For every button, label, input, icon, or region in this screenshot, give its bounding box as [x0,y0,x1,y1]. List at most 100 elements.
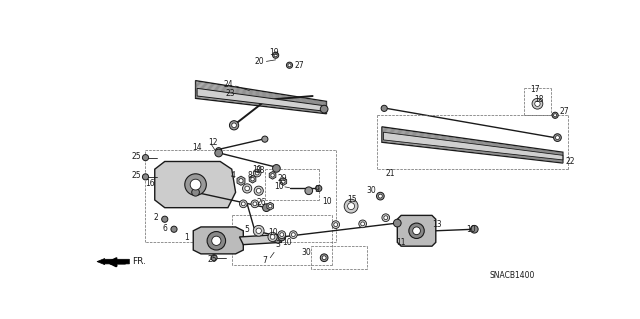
Circle shape [185,174,206,195]
Circle shape [230,121,239,130]
Circle shape [413,227,420,235]
Circle shape [320,254,328,262]
Text: 10: 10 [253,165,262,174]
Circle shape [216,148,221,154]
Circle shape [253,169,261,177]
Polygon shape [193,227,243,254]
Polygon shape [237,176,245,185]
Polygon shape [383,132,563,160]
Text: 2: 2 [154,213,159,222]
Text: 27: 27 [295,61,305,70]
Circle shape [288,64,291,67]
Circle shape [255,171,259,175]
Circle shape [232,123,236,128]
Text: 29: 29 [278,174,287,183]
Circle shape [278,233,285,241]
Text: 28: 28 [255,166,265,175]
Text: 23: 23 [226,89,236,98]
Circle shape [273,165,280,172]
Polygon shape [280,178,287,185]
Polygon shape [382,127,563,163]
Text: FR.: FR. [132,257,145,266]
Text: 6: 6 [163,224,168,233]
Text: 16: 16 [145,179,155,188]
Circle shape [239,179,243,183]
Circle shape [289,231,297,239]
Circle shape [269,204,272,208]
Polygon shape [397,215,436,246]
Circle shape [254,186,263,195]
Circle shape [344,199,358,213]
Circle shape [251,177,254,181]
Polygon shape [269,172,276,179]
Text: 30: 30 [366,186,376,195]
Circle shape [239,200,247,208]
Circle shape [287,62,292,68]
Circle shape [212,236,221,245]
Text: 8: 8 [247,171,252,180]
Circle shape [532,98,543,109]
Circle shape [273,52,279,58]
Text: 4: 4 [231,171,236,180]
FancyArrowPatch shape [110,258,127,265]
Circle shape [253,226,264,236]
Text: 25: 25 [131,171,141,180]
Circle shape [348,203,355,210]
Text: 5: 5 [244,225,250,234]
Circle shape [278,231,285,239]
Circle shape [316,185,322,191]
Polygon shape [249,175,256,183]
Text: 20: 20 [254,57,264,66]
Circle shape [274,54,277,57]
Circle shape [291,233,295,237]
Circle shape [270,235,275,239]
Text: SNACB1400: SNACB1400 [490,271,535,280]
Circle shape [143,154,148,161]
Circle shape [257,189,261,193]
Text: 24: 24 [223,80,234,89]
Circle shape [190,179,201,190]
Text: 25: 25 [207,255,217,264]
Circle shape [256,228,261,234]
Circle shape [243,184,252,193]
Circle shape [274,235,282,243]
Circle shape [268,232,277,241]
Circle shape [251,200,259,208]
Circle shape [552,112,558,118]
Circle shape [320,105,328,113]
Circle shape [253,202,257,206]
Polygon shape [239,235,282,245]
Circle shape [381,105,387,111]
Circle shape [262,204,270,211]
Text: 19: 19 [269,48,279,57]
Text: 26: 26 [257,198,266,207]
Text: 17: 17 [531,85,540,94]
Circle shape [143,174,148,180]
Text: 22: 22 [565,157,575,166]
Circle shape [361,222,365,226]
Text: 11: 11 [396,238,405,247]
Polygon shape [197,88,326,111]
Text: 10: 10 [268,228,278,237]
Text: 1: 1 [185,233,189,242]
Text: 27: 27 [559,107,568,116]
Circle shape [192,189,200,196]
Text: 7: 7 [262,256,268,264]
Circle shape [305,187,312,195]
Text: 12: 12 [209,138,218,147]
Text: 10: 10 [322,197,332,206]
Circle shape [376,192,384,200]
Text: 30: 30 [301,248,311,257]
Circle shape [378,194,382,198]
Circle shape [262,136,268,142]
Text: 21: 21 [386,168,396,178]
Circle shape [162,216,168,222]
Text: 15: 15 [348,196,357,204]
Text: 14: 14 [192,143,202,152]
Circle shape [282,180,285,183]
Text: 10: 10 [274,182,284,191]
Circle shape [556,136,559,139]
Circle shape [280,233,284,237]
Polygon shape [267,202,273,210]
Polygon shape [155,161,236,208]
